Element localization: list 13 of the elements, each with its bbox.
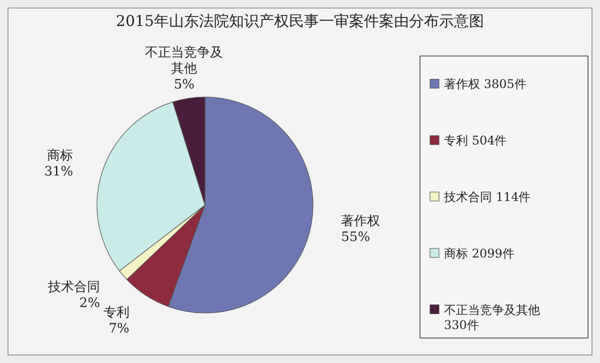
text: 2% xyxy=(79,296,100,311)
text: 7% xyxy=(108,322,130,337)
legend-label: 不正当竞争及其他 xyxy=(444,302,540,317)
slice-label: 不正当竞争及其他 xyxy=(145,45,224,76)
slice-label: 专利 xyxy=(103,306,130,321)
chart-title: 2015年山东法院知识产权民事一审案件案由分布示意图 xyxy=(116,12,484,30)
slice-label: 商标 xyxy=(47,148,74,164)
text: 55% xyxy=(341,230,370,245)
slice-label: 技术合同 xyxy=(47,280,100,295)
text: 5% xyxy=(174,77,194,92)
text: 31% xyxy=(44,164,74,180)
data-label: 330件 xyxy=(444,318,479,332)
slice-label: 著作权 xyxy=(341,214,380,229)
